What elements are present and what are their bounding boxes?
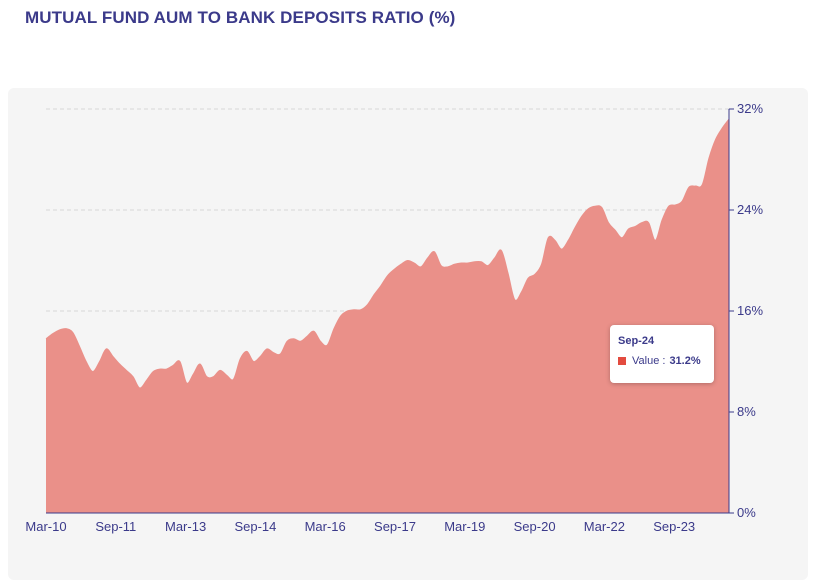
y-axis-ticks: 0% 8% 16% 24% 32%: [729, 101, 763, 520]
tooltip-title: Sep-24: [618, 335, 655, 347]
tooltip-row: Value : 31.2%: [618, 355, 706, 367]
chart-title: MUTUAL FUND AUM TO BANK DEPOSITS RATIO (…: [25, 8, 456, 27]
x-tick-label: Sep-14: [234, 519, 276, 534]
tooltip-label: Value :: [632, 355, 666, 367]
x-tick-label: Sep-11: [95, 519, 136, 534]
data-tooltip: Sep-24 Value : 31.2%: [610, 325, 714, 383]
x-tick-label: Mar-16: [305, 519, 346, 534]
y-tick-label: 0%: [737, 505, 756, 520]
y-tick-label: 8%: [737, 404, 756, 419]
x-tick-label: Mar-19: [444, 519, 485, 534]
series-swatch: [618, 357, 626, 365]
plot-area: [45, 118, 730, 513]
y-tick-label: 16%: [737, 303, 763, 318]
series-line: [45, 118, 730, 389]
x-axis-ticks: Mar-10 Sep-11 Mar-13 Sep-14 Mar-16 Sep-17 Mar-…: [25, 519, 695, 534]
x-tick-label: Sep-23: [653, 519, 695, 534]
series-area: [46, 119, 729, 513]
x-tick-label: Sep-17: [374, 519, 416, 534]
tooltip-value: 31.2%: [669, 355, 701, 367]
x-tick-label: Mar-10: [25, 519, 66, 534]
y-tick-label: 32%: [737, 101, 763, 116]
y-tick-label: 24%: [737, 202, 763, 217]
x-tick-label: Sep-20: [514, 519, 556, 534]
x-tick-label: Mar-13: [165, 519, 206, 534]
x-tick-label: Mar-22: [584, 519, 625, 534]
